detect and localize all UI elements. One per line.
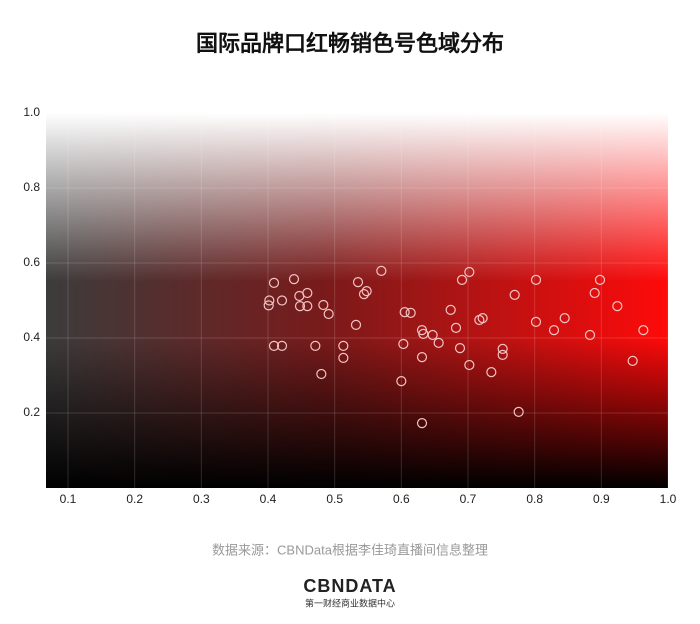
y-tick-label: 0.2 — [23, 405, 40, 419]
point — [268, 277, 280, 288]
y-tick-label: 0.4 — [23, 330, 40, 344]
x-tick-label: 0.1 — [60, 492, 77, 506]
point — [497, 343, 508, 354]
logo: CBNDATA — [303, 576, 396, 596]
point — [530, 274, 542, 285]
point — [497, 349, 508, 360]
point — [338, 340, 349, 351]
point — [310, 340, 321, 351]
y-tick-label: 1.0 — [23, 105, 40, 119]
point — [323, 308, 334, 320]
point — [416, 418, 428, 429]
x-tick-label: 0.5 — [326, 492, 343, 506]
plot-shading — [46, 113, 668, 488]
y-tick-label: 0.8 — [23, 180, 40, 194]
point — [276, 295, 288, 306]
point — [398, 338, 409, 350]
point — [464, 266, 475, 278]
point — [627, 355, 638, 366]
point — [361, 286, 372, 297]
point — [454, 343, 466, 354]
point — [396, 376, 407, 387]
point — [338, 352, 349, 363]
point — [264, 295, 275, 306]
point — [268, 340, 280, 351]
x-tick-label: 0.8 — [526, 492, 543, 506]
point — [509, 289, 520, 300]
point — [376, 265, 387, 276]
point — [294, 301, 306, 312]
point — [433, 337, 444, 348]
point — [456, 274, 468, 285]
point — [513, 406, 524, 417]
point — [589, 287, 600, 299]
point — [302, 301, 313, 312]
point — [477, 313, 488, 324]
x-tick-label: 0.3 — [193, 492, 210, 506]
x-tick-label: 0.7 — [460, 492, 477, 506]
x-tick-label: 0.9 — [593, 492, 610, 506]
point — [486, 367, 497, 378]
logo-subtitle: 第一财经商业数据中心 — [305, 597, 395, 608]
point — [548, 325, 560, 336]
point — [316, 368, 327, 380]
y-tick-label: 0.6 — [23, 255, 40, 269]
x-tick-label: 0.2 — [126, 492, 143, 506]
point — [464, 359, 475, 371]
point — [263, 300, 274, 311]
point — [559, 313, 570, 324]
point — [584, 329, 596, 341]
x-tick-label: 0.4 — [260, 492, 277, 506]
point — [594, 274, 606, 285]
x-tick-label: 0.6 — [393, 492, 410, 506]
x-tick-label: 1.0 — [660, 492, 677, 506]
point — [612, 301, 623, 312]
point — [352, 277, 364, 288]
point — [427, 329, 438, 341]
source: 数据来源：CBNData根据李佳琦直播间信息整理 — [212, 542, 488, 557]
point — [318, 299, 329, 311]
point — [302, 287, 313, 299]
point — [350, 319, 362, 330]
point — [416, 352, 428, 363]
point — [358, 289, 370, 300]
point — [530, 316, 542, 327]
point — [399, 307, 410, 318]
point — [450, 322, 462, 333]
point — [405, 307, 416, 318]
chart-title: 国际品牌口红畅销色号色域分布 — [196, 31, 504, 56]
point — [276, 340, 288, 351]
point — [445, 304, 456, 315]
point — [288, 274, 300, 285]
point — [638, 325, 649, 336]
